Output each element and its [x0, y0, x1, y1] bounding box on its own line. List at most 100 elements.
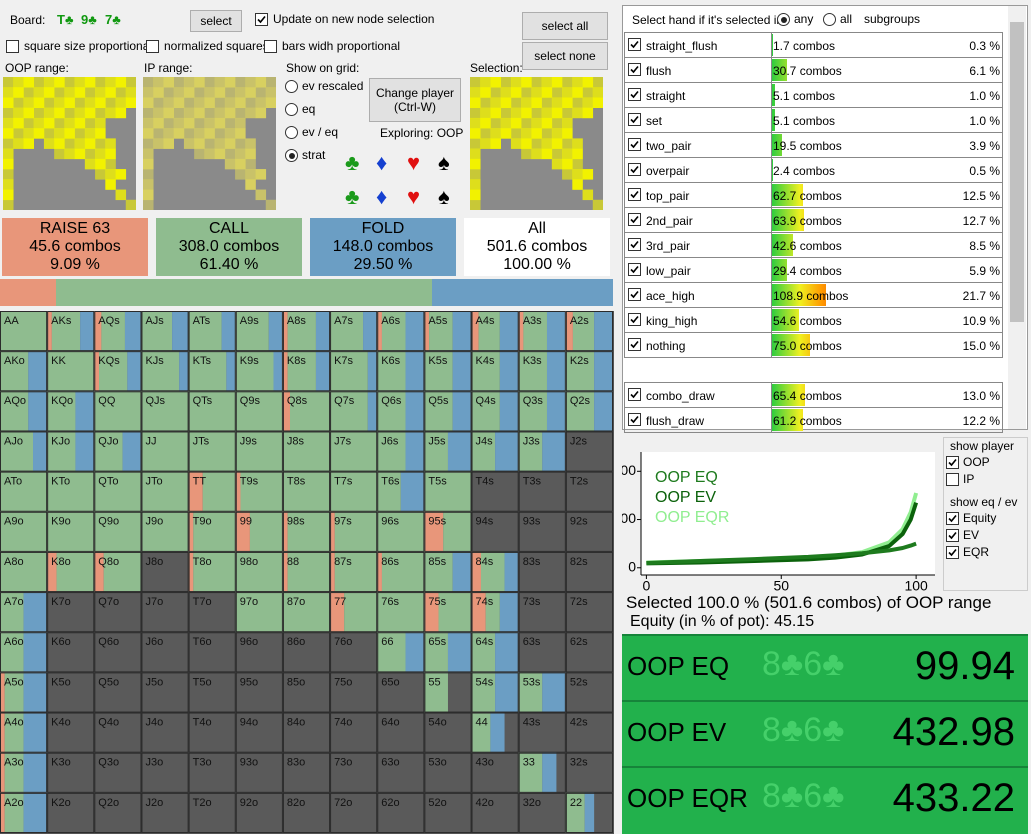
checkbox[interactable]	[628, 413, 641, 426]
radio[interactable]	[823, 13, 836, 26]
hand-cell[interactable]: A2o	[0, 792, 48, 834]
hand-cell[interactable]: J2s	[565, 431, 613, 472]
hand-cell[interactable]: ATo	[0, 471, 48, 512]
category-row[interactable]	[624, 233, 1003, 258]
hand-cell[interactable]: K3o	[47, 752, 95, 793]
select-button[interactable]: select	[190, 10, 242, 32]
hand-cell[interactable]: Q2s	[565, 391, 613, 432]
checkbox[interactable]	[146, 40, 159, 53]
hand-cell[interactable]: AJo	[0, 431, 48, 472]
hand-cell[interactable]: J8o	[141, 551, 189, 593]
hand-cell[interactable]: T6o	[188, 632, 236, 673]
hand-cell[interactable]: 86s	[377, 551, 425, 593]
hand-cell[interactable]: QTs	[188, 391, 236, 432]
hand-cell[interactable]: QJs	[141, 391, 189, 432]
hand-cell[interactable]: 84s	[471, 551, 519, 593]
hand-cell[interactable]: KQs	[94, 351, 142, 392]
hand-cell[interactable]: ATs	[188, 311, 236, 352]
checkbox[interactable]	[255, 13, 268, 26]
category-row[interactable]	[624, 183, 1003, 208]
checkbox[interactable]	[946, 546, 959, 559]
category-row[interactable]	[624, 133, 1003, 158]
hand-cell[interactable]: K6o	[47, 632, 95, 673]
hand-cell[interactable]: T5o	[188, 672, 236, 713]
hand-cell[interactable]: T3o	[188, 752, 236, 793]
checkbox[interactable]	[946, 512, 959, 525]
hand-cell[interactable]: 87s	[330, 551, 378, 593]
radio[interactable]	[285, 126, 298, 139]
hand-cell[interactable]: 43s	[518, 712, 566, 753]
hand-cell[interactable]: 44	[471, 712, 519, 753]
hand-cell[interactable]: Q8s	[282, 391, 331, 432]
hand-cell[interactable]: 95s	[424, 511, 472, 552]
checkbox[interactable]	[946, 529, 959, 542]
hand-cell[interactable]: KJo	[47, 431, 95, 472]
radio[interactable]	[285, 103, 298, 116]
hand-cell[interactable]: T2o	[188, 792, 236, 834]
category-row[interactable]	[624, 158, 1003, 183]
hand-cell[interactable]: 54o	[424, 712, 472, 753]
hand-cell[interactable]: 62s	[565, 632, 613, 673]
category-row[interactable]	[624, 108, 1003, 133]
hand-cell[interactable]: A2s	[565, 311, 613, 352]
hand-cell[interactable]: 75s	[424, 592, 472, 633]
hand-cell[interactable]: Q5s	[424, 391, 472, 432]
hand-cell[interactable]: Q3s	[518, 391, 566, 432]
hand-cell[interactable]: 88	[282, 551, 331, 593]
checkbox[interactable]	[628, 313, 641, 326]
hand-cell[interactable]: T5s	[424, 471, 472, 512]
hand-cell[interactable]: 98o	[235, 551, 283, 593]
hand-cell[interactable]: J3s	[518, 431, 566, 472]
hand-cell[interactable]: A4s	[471, 311, 519, 352]
hand-cell[interactable]: A4o	[0, 712, 48, 753]
hand-cell[interactable]: AJs	[141, 311, 189, 352]
hand-cell[interactable]: 74o	[330, 712, 378, 753]
hand-cell[interactable]: Q5o	[94, 672, 142, 713]
suit-filter[interactable]: ♣	[345, 150, 360, 175]
hand-cell[interactable]: 42o	[471, 792, 519, 834]
checkbox[interactable]	[628, 138, 641, 151]
hand-cell[interactable]: J6s	[377, 431, 425, 472]
hand-cell[interactable]: K5o	[47, 672, 95, 713]
hand-cell[interactable]: T8s	[282, 471, 331, 512]
hand-cell[interactable]: Q8o	[94, 551, 142, 593]
hand-cell[interactable]: J5s	[424, 431, 472, 472]
hand-cell[interactable]: 52s	[565, 672, 613, 713]
hand-cell[interactable]: J4o	[141, 712, 189, 753]
hand-cell[interactable]: T7s	[330, 471, 378, 512]
hand-cell[interactable]: 43o	[471, 752, 519, 793]
checkbox[interactable]	[6, 40, 19, 53]
hand-cell[interactable]: 63o	[377, 752, 425, 793]
hand-cell[interactable]: K4o	[47, 712, 95, 753]
hand-cell[interactable]: 73o	[330, 752, 378, 793]
hand-cell[interactable]: 82o	[282, 792, 331, 834]
hand-cell[interactable]: 72o	[330, 792, 378, 834]
hand-cell[interactable]: 65o	[377, 672, 425, 713]
hand-cell[interactable]: AKs	[47, 311, 95, 352]
hand-cell[interactable]: KQo	[47, 391, 95, 432]
hand-cell[interactable]: JTs	[188, 431, 236, 472]
hand-cell[interactable]: T9o	[188, 511, 236, 552]
hand-cell[interactable]: J7o	[141, 592, 189, 633]
category-row[interactable]	[624, 33, 1003, 58]
hand-cell[interactable]: 22	[565, 792, 613, 834]
hand-cell[interactable]: 92s	[565, 511, 613, 552]
hand-cell[interactable]: 84o	[282, 712, 331, 753]
hand-cell[interactable]: AQo	[0, 391, 48, 432]
suit-filter[interactable]: ♦	[376, 184, 388, 209]
hand-cell[interactable]: AA	[0, 311, 48, 352]
hand-cell[interactable]: Q7s	[330, 391, 378, 432]
hand-cell[interactable]: T4s	[471, 471, 519, 512]
hand-cell[interactable]: Q4s	[471, 391, 519, 432]
checkbox[interactable]	[264, 40, 277, 53]
hand-cell[interactable]: K7o	[47, 592, 95, 633]
hand-cell[interactable]: A3s	[518, 311, 566, 352]
hand-cell[interactable]: 33	[518, 752, 566, 793]
hand-cell[interactable]: T2s	[565, 471, 613, 512]
hand-cell[interactable]: A5o	[0, 672, 48, 713]
hand-cell[interactable]: KJs	[141, 351, 189, 392]
hand-cell[interactable]: K3s	[518, 351, 566, 392]
checkbox[interactable]	[946, 456, 959, 469]
hand-cell[interactable]: JTo	[141, 471, 189, 512]
hand-cell[interactable]: 94s	[471, 511, 519, 552]
